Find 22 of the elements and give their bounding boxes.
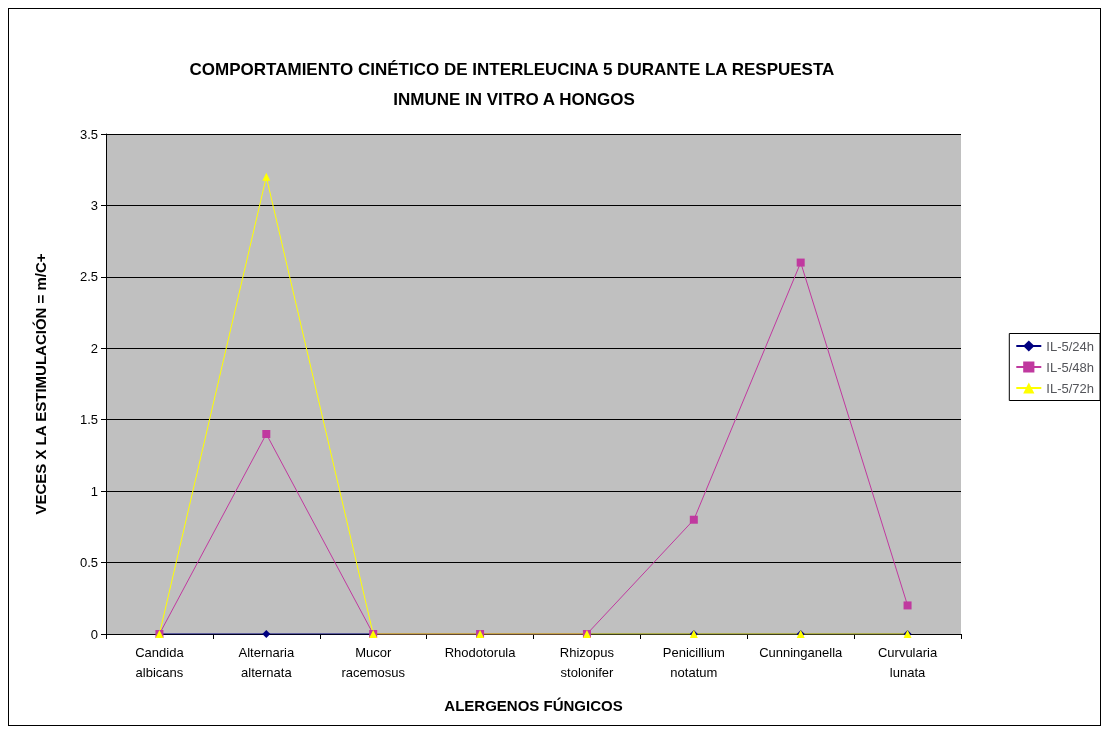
- legend-label: IL-5/24h: [1046, 338, 1094, 354]
- x-tick-label: Mucor racemosus: [341, 644, 406, 680]
- x-tick-label: Alternaria alternata: [238, 644, 295, 680]
- x-tick-label: Penicillium notatum: [662, 644, 725, 680]
- x-tick-label: Rhodotorula: [444, 644, 517, 660]
- y-tick-label: 1: [90, 483, 98, 499]
- y-tick-label: 2: [90, 340, 98, 356]
- x-tick-label: Curvularia lunata: [877, 644, 938, 680]
- y-axis-title: VECES X LA ESTIMULACIÓN = m/C+: [32, 253, 49, 515]
- legend-label: IL-5/48h: [1046, 359, 1094, 375]
- legend-label: IL-5/72h: [1046, 380, 1094, 396]
- chart-title: COMPORTAMIENTO CINÉTICO DE INTERLEUCINA 5 DURANTE LA RESPUESTA INMUNE IN VITRO A HONGOS: [189, 59, 839, 109]
- y-tick-label: 3.5: [79, 126, 98, 142]
- y-tick-label: 1.5: [79, 412, 98, 428]
- y-tick-label: 3: [90, 197, 98, 213]
- y-tick-label: 0: [90, 626, 98, 642]
- x-axis-title: ALERGENOS FÚNGICOS: [444, 697, 623, 714]
- x-tick-label: Candida albicans: [135, 644, 185, 680]
- x-tick-label: Cunninganella: [759, 644, 844, 660]
- y-tick-label: 2.5: [79, 269, 98, 285]
- x-tick-label: Rhizopus stolonifer: [559, 644, 615, 680]
- y-tick-label: 0.5: [79, 555, 98, 571]
